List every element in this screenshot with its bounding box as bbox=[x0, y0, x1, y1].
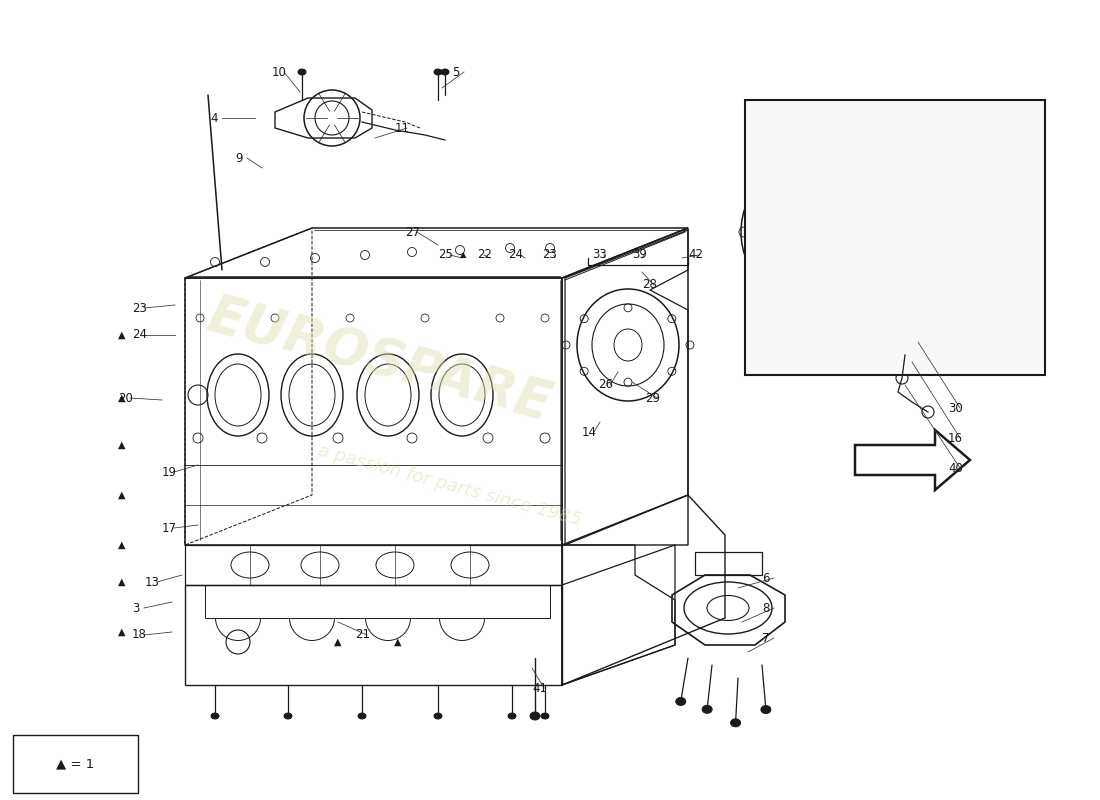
Text: ▲: ▲ bbox=[460, 250, 466, 259]
Text: ▲: ▲ bbox=[119, 627, 125, 637]
Text: 39: 39 bbox=[632, 249, 647, 262]
Ellipse shape bbox=[761, 706, 771, 714]
Text: 25: 25 bbox=[438, 249, 453, 262]
FancyBboxPatch shape bbox=[745, 100, 1045, 375]
Text: 6: 6 bbox=[762, 571, 770, 585]
Text: 3: 3 bbox=[132, 602, 140, 614]
Text: ▲: ▲ bbox=[119, 490, 125, 500]
Text: 8: 8 bbox=[762, 602, 769, 614]
Text: 19: 19 bbox=[162, 466, 177, 478]
Text: ▲: ▲ bbox=[394, 637, 402, 647]
Text: 4: 4 bbox=[210, 111, 218, 125]
Text: 33: 33 bbox=[592, 249, 607, 262]
Text: 27: 27 bbox=[405, 226, 420, 238]
Text: 29: 29 bbox=[645, 391, 660, 405]
Text: 41: 41 bbox=[532, 682, 547, 694]
Text: 24: 24 bbox=[508, 249, 522, 262]
Ellipse shape bbox=[675, 698, 685, 706]
Text: a passion for parts since 1985: a passion for parts since 1985 bbox=[317, 441, 584, 529]
Text: ▲: ▲ bbox=[119, 330, 125, 340]
Text: 22: 22 bbox=[477, 249, 492, 262]
Ellipse shape bbox=[434, 69, 442, 75]
Text: 26: 26 bbox=[598, 378, 613, 391]
Text: 9: 9 bbox=[235, 151, 242, 165]
Text: 23: 23 bbox=[132, 302, 147, 314]
Ellipse shape bbox=[298, 69, 306, 75]
Ellipse shape bbox=[284, 713, 292, 719]
Text: ▲: ▲ bbox=[119, 540, 125, 550]
Text: 7: 7 bbox=[762, 631, 770, 645]
Text: ▲: ▲ bbox=[334, 637, 342, 647]
Text: 28: 28 bbox=[642, 278, 657, 291]
Text: ▲: ▲ bbox=[119, 440, 125, 450]
Ellipse shape bbox=[530, 712, 540, 720]
Ellipse shape bbox=[211, 713, 219, 719]
Text: 17: 17 bbox=[162, 522, 177, 534]
Ellipse shape bbox=[730, 719, 740, 727]
Ellipse shape bbox=[434, 713, 442, 719]
Text: 30: 30 bbox=[948, 402, 962, 414]
Text: 20: 20 bbox=[118, 391, 133, 405]
Text: ▲: ▲ bbox=[119, 393, 125, 403]
Text: 11: 11 bbox=[395, 122, 410, 134]
Text: 40: 40 bbox=[948, 462, 962, 474]
Ellipse shape bbox=[702, 706, 712, 714]
Text: 10: 10 bbox=[272, 66, 287, 78]
Ellipse shape bbox=[358, 713, 366, 719]
Ellipse shape bbox=[508, 713, 516, 719]
Text: 13: 13 bbox=[145, 575, 160, 589]
Text: 5: 5 bbox=[452, 66, 460, 78]
Ellipse shape bbox=[541, 713, 549, 719]
Text: ▲ = 1: ▲ = 1 bbox=[56, 758, 95, 770]
Text: 24: 24 bbox=[132, 329, 147, 342]
Text: 42: 42 bbox=[688, 249, 703, 262]
Text: 16: 16 bbox=[948, 431, 962, 445]
Text: 23: 23 bbox=[542, 249, 557, 262]
Text: 21: 21 bbox=[355, 629, 370, 642]
Text: EUROSPARE: EUROSPARE bbox=[202, 289, 558, 431]
Text: ▲: ▲ bbox=[119, 577, 125, 587]
Ellipse shape bbox=[441, 69, 449, 75]
Text: 14: 14 bbox=[582, 426, 597, 438]
Text: 18: 18 bbox=[132, 629, 147, 642]
